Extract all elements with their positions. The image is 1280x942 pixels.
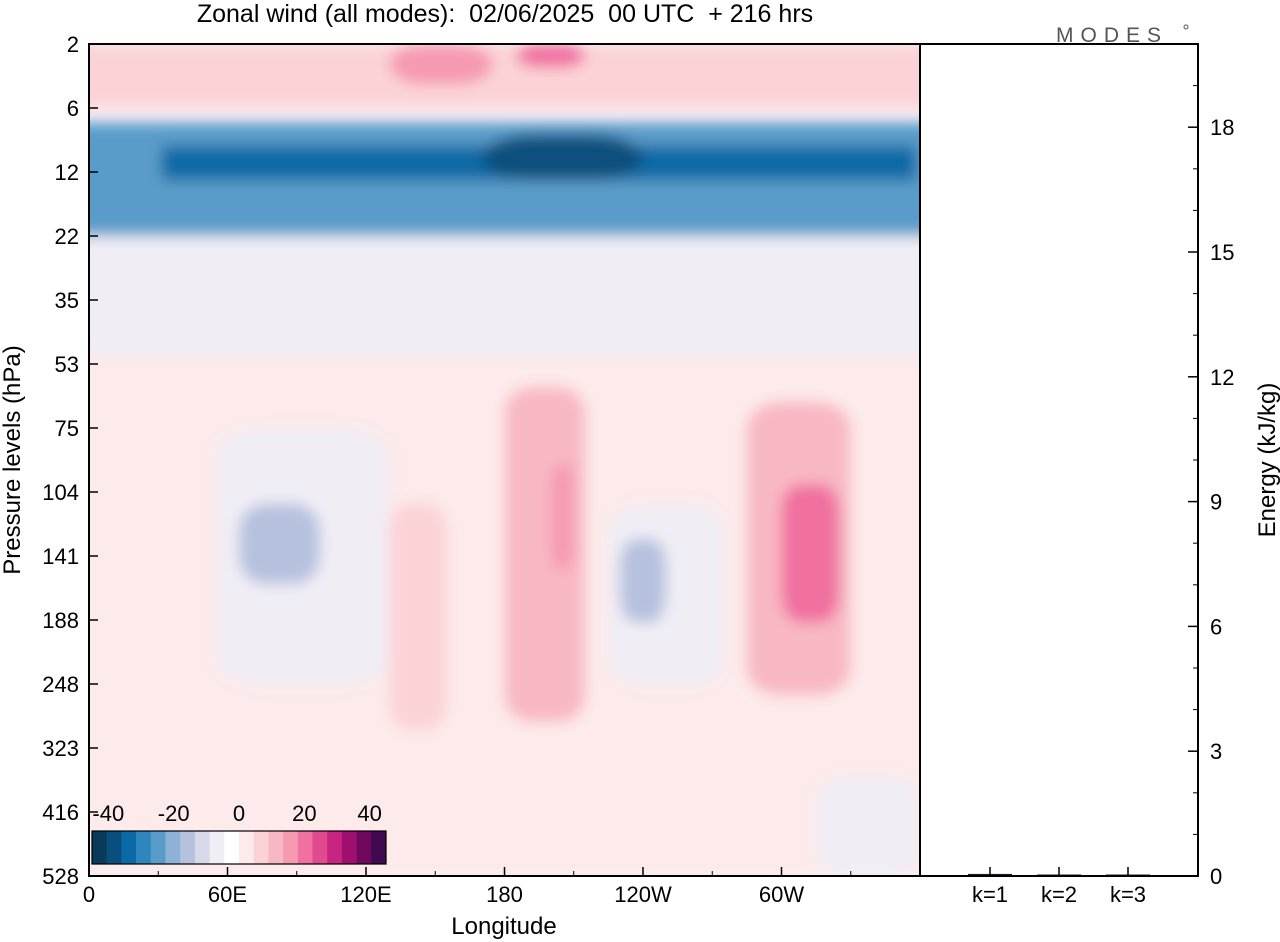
energy-tick-label: 6 <box>1210 614 1222 639</box>
y-tick-label: 188 <box>42 608 79 633</box>
x-tick-label: 60E <box>208 882 247 907</box>
energy-tick-label: 3 <box>1210 739 1222 764</box>
colorbar-swatch <box>180 831 196 864</box>
heatmap-area: -40 -20 0 20 40 <box>89 44 920 876</box>
colorbar-swatch <box>371 831 387 864</box>
colorbar-tick-label: -40 <box>92 801 124 826</box>
y-tick-label: 416 <box>42 800 79 825</box>
x-tick-label: 0 <box>83 882 95 907</box>
energy-tick-label: 9 <box>1210 490 1222 515</box>
wind-region-17 <box>816 775 920 876</box>
wind-region-2 <box>516 44 586 68</box>
y-axis: 2 6 12 22 35 53 75 104 141 188 248 323 416 528 <box>42 32 98 889</box>
energy-bar-label: k=2 <box>1041 882 1077 907</box>
colorbar-swatch <box>150 831 166 864</box>
x-axis: 0 60E 120E 180 120W 60W <box>83 867 852 907</box>
y-tick-label: 323 <box>42 736 79 761</box>
colorbar-tick-label: -20 <box>158 801 190 826</box>
x-tick-label: 120W <box>614 882 672 907</box>
wind-region-0 <box>89 44 920 108</box>
wind-region-1 <box>389 44 493 85</box>
wind-region-12 <box>550 463 574 570</box>
colorbar-tick-label: 20 <box>292 801 316 826</box>
colorbar-frame <box>91 830 387 865</box>
colorbar-swatch <box>239 831 254 864</box>
logo-mark-icon <box>1183 24 1189 30</box>
colorbar-swatch <box>194 831 210 864</box>
colorbar-tick-label: 0 <box>233 801 245 826</box>
x-tick-label: 120E <box>340 882 391 907</box>
x-tick-label: 60W <box>759 882 804 907</box>
x-axis-label: Longitude <box>451 913 556 940</box>
chart-title: Zonal wind (all modes): 02/06/2025 00 UT… <box>197 0 813 28</box>
colorbar-swatch <box>106 831 122 864</box>
wind-region-11 <box>504 386 586 722</box>
wind-region-10 <box>389 503 447 731</box>
energy-bar-label: k=1 <box>972 882 1008 907</box>
energy-axis: 0 3 6 9 12 15 18 <box>1188 85 1234 889</box>
energy-tick-label: 18 <box>1210 115 1234 140</box>
colorbar-swatch <box>165 831 181 864</box>
colorbar-swatch <box>224 831 240 864</box>
energy-tick-label: 0 <box>1210 864 1222 889</box>
y-tick-label: 53 <box>55 352 79 377</box>
colorbar-swatch <box>327 831 343 864</box>
y-tick-label: 141 <box>42 544 79 569</box>
wind-region-5 <box>481 134 643 181</box>
y-tick-label: 6 <box>67 96 79 121</box>
colorbar-tick-label: 40 <box>357 801 381 826</box>
colorbar-swatch <box>297 831 313 864</box>
y-tick-label: 248 <box>42 672 79 697</box>
x-tick-label: 180 <box>486 882 523 907</box>
wind-region-14 <box>619 538 667 623</box>
colorbar-swatch <box>341 831 357 864</box>
colorbar-swatch <box>209 831 225 864</box>
y-axis-label: Pressure levels (hPa) <box>0 345 26 574</box>
energy-axis-label: Energy (kJ/kg) <box>1254 383 1280 538</box>
y-tick-label: 2 <box>67 32 79 57</box>
colorbar-swatch <box>268 831 284 864</box>
y-tick-label: 528 <box>42 864 79 889</box>
colorbar-swatch <box>253 831 269 864</box>
y-tick-label: 22 <box>55 224 79 249</box>
modes-logo: MODES <box>1056 24 1168 47</box>
energy-panel-background <box>920 44 1198 876</box>
energy-tick-label: 12 <box>1210 365 1234 390</box>
energy-tick-label: 15 <box>1210 240 1234 265</box>
y-tick-label: 12 <box>55 160 79 185</box>
y-tick-label: 104 <box>42 480 79 505</box>
wind-region-9 <box>239 503 320 585</box>
colorbar-swatch <box>283 831 299 864</box>
energy-bar-label: k=3 <box>1110 882 1146 907</box>
colorbar-swatch <box>312 831 328 864</box>
energy-panel: k=1 k=2 k=3 <box>920 44 1198 907</box>
wind-region-16 <box>781 484 840 623</box>
y-tick-label: 75 <box>55 416 79 441</box>
colorbar-swatch <box>121 831 137 864</box>
y-tick-label: 35 <box>55 288 79 313</box>
wind-region-6 <box>89 236 920 356</box>
colorbar-swatch <box>92 831 107 864</box>
colorbar-swatch <box>356 831 372 864</box>
colorbar-swatch <box>136 831 152 864</box>
colorbar: -40 -20 0 20 40 <box>91 801 387 865</box>
